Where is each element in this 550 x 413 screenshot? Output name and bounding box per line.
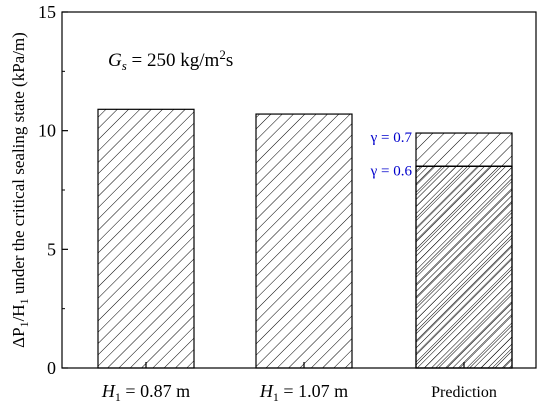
gamma-lower-label: γ = 0.6 [370,163,413,179]
bar-2 [255,113,353,369]
annotation-gs: Gs = 250 kg/m2s [108,47,233,73]
plot-frame [61,11,537,369]
plot-marks: γ = 0.7 γ = 0.6 [97,108,513,369]
x-tick-label: H1 = 0.87 m [101,381,190,404]
x-axis-labels: H1 = 0.87 m H1 = 1.07 m Prediction [101,381,497,404]
y-tick-label: 10 [38,121,56,141]
gamma-upper-label: γ = 0.7 [370,130,413,146]
x-tick-label: H1 = 1.07 m [259,381,348,404]
y-tick-label: 15 [38,2,56,22]
bar-prediction-lower [415,165,513,369]
bar-1 [97,108,195,369]
y-axis-label: ΔP1/H1 under the critical sealing state … [9,32,31,348]
x-tick-label: Prediction [431,384,497,401]
y-tick-label: 5 [47,239,56,259]
y-tick-label: 0 [47,358,56,378]
